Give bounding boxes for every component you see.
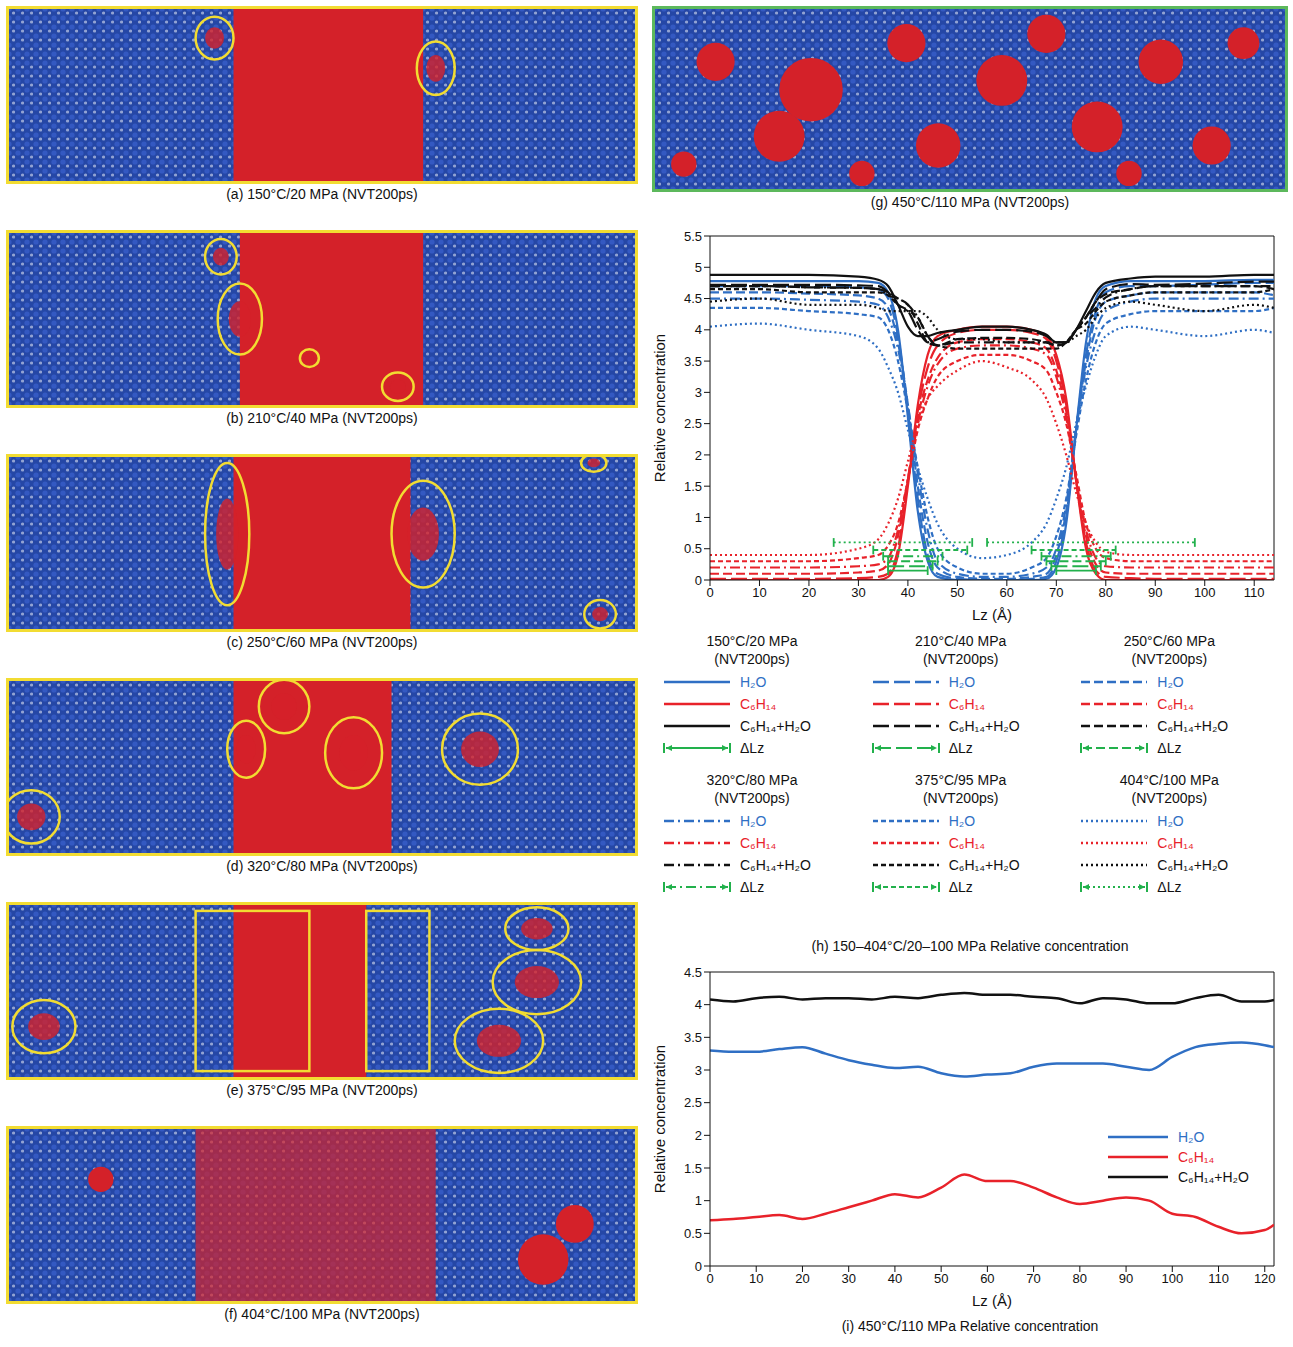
svg-text:60: 60 — [980, 1271, 994, 1286]
html-text:(NVT200ps): (NVT200ps) — [922, 790, 999, 806]
svg-text:3: 3 — [695, 385, 702, 400]
svg-text:1.5: 1.5 — [684, 479, 702, 494]
svg-text:5.5: 5.5 — [684, 229, 702, 244]
svg-text:4: 4 — [695, 322, 702, 337]
svg-text:1: 1 — [695, 510, 702, 525]
html-text:C₆H₁₄: C₆H₁₄ — [1157, 835, 1194, 851]
html-text:C₆H₁₄+H₂O: C₆H₁₄+H₂O — [948, 857, 1020, 873]
html-text:C₆H₁₄: C₆H₁₄ — [948, 835, 985, 851]
svg-text:0.5: 0.5 — [684, 541, 702, 556]
svg-text:2: 2 — [695, 1128, 702, 1143]
html-text:(f) 404°C/100 MPa (NVT200ps): (f) 404°C/100 MPa (NVT200ps) — [224, 1306, 420, 1322]
html-text:C₆H₁₄: C₆H₁₄ — [1157, 696, 1194, 712]
svg-text:30: 30 — [841, 1271, 855, 1286]
html-text:(e) 375°C/95 MPa (NVT200ps): (e) 375°C/95 MPa (NVT200ps) — [226, 1082, 418, 1098]
html-text:ΔLz: ΔLz — [948, 740, 973, 756]
html-text:C₆H₁₄+H₂O: C₆H₁₄+H₂O — [740, 857, 811, 873]
svg-text:Relative concentration: Relative concentration — [652, 334, 668, 482]
html-text:C₆H₁₄+H₂O: C₆H₁₄+H₂O — [1157, 857, 1229, 873]
html-text:H₂O: H₂O — [1157, 813, 1184, 829]
svg-text:110: 110 — [1208, 1271, 1229, 1286]
svg-text:100: 100 — [1161, 1271, 1183, 1286]
html-text:H₂O: H₂O — [948, 674, 976, 690]
html-text:(NVT200ps): (NVT200ps) — [1131, 651, 1208, 667]
html-text:H₂O: H₂O — [1157, 674, 1184, 690]
html-text:H₂O: H₂O — [740, 674, 767, 690]
svg-text:0: 0 — [695, 1259, 702, 1274]
svg-text:0: 0 — [706, 585, 713, 600]
svg-text:Lz (Å): Lz (Å) — [972, 606, 1012, 623]
svg-text:3.5: 3.5 — [684, 1030, 702, 1045]
svg-text:0: 0 — [706, 1271, 713, 1286]
svg-text:1: 1 — [695, 1193, 702, 1208]
svg-text:2.5: 2.5 — [684, 416, 702, 431]
html-text:(NVT200ps): (NVT200ps) — [922, 651, 999, 667]
svg-text:4.5: 4.5 — [684, 965, 702, 980]
html-text:(c) 250°C/60 MPa (NVT200ps): (c) 250°C/60 MPa (NVT200ps) — [226, 634, 418, 650]
svg-text:10: 10 — [752, 585, 766, 600]
html-text:(NVT200ps): (NVT200ps) — [714, 790, 790, 806]
html-text:ΔLz: ΔLz — [1157, 879, 1182, 895]
svg-text:20: 20 — [802, 585, 816, 600]
svg-text:2.5: 2.5 — [684, 1095, 702, 1110]
svg-text:0.5: 0.5 — [684, 1226, 702, 1241]
html-text:C₆H₁₄+H₂O: C₆H₁₄+H₂O — [948, 718, 1020, 734]
svg-text:80: 80 — [1099, 585, 1113, 600]
html-text:ΔLz: ΔLz — [740, 879, 765, 895]
html-text:C₆H₁₄+H₂O: C₆H₁₄+H₂O — [1178, 1168, 1249, 1185]
svg-text:4: 4 — [695, 997, 702, 1012]
svg-text:80: 80 — [1073, 1271, 1087, 1286]
svg-text:40: 40 — [901, 585, 915, 600]
svg-text:70: 70 — [1026, 1271, 1040, 1286]
svg-text:50: 50 — [934, 1271, 948, 1286]
html-text:375°C/95 MPa: 375°C/95 MPa — [915, 772, 1007, 788]
html-text:(NVT200ps): (NVT200ps) — [714, 651, 790, 667]
html-text:(d) 320°C/80 MPa (NVT200ps): (d) 320°C/80 MPa (NVT200ps) — [226, 858, 418, 874]
svg-text:Lz (Å): Lz (Å) — [972, 1292, 1012, 1309]
svg-text:100: 100 — [1194, 585, 1216, 600]
svg-text:90: 90 — [1148, 585, 1162, 600]
svg-text:4.5: 4.5 — [684, 291, 702, 306]
html-text:H₂O: H₂O — [740, 813, 767, 829]
html-text:H₂O: H₂O — [1178, 1128, 1205, 1145]
svg-text:50: 50 — [950, 585, 964, 600]
svg-text:1.5: 1.5 — [684, 1161, 702, 1176]
svg-text:20: 20 — [795, 1271, 809, 1286]
svg-text:110: 110 — [1244, 585, 1265, 600]
html-text:404°C/100 MPa: 404°C/100 MPa — [1119, 772, 1219, 788]
svg-text:2: 2 — [695, 448, 702, 463]
html-text:C₆H₁₄+H₂O: C₆H₁₄+H₂O — [1157, 718, 1229, 734]
svg-text:3: 3 — [695, 1063, 702, 1078]
html-text:(h) 150–404°C/20–100 MPa Relat: (h) 150–404°C/20–100 MPa Relative concen… — [811, 938, 1129, 954]
html-text:210°C/40 MPa: 210°C/40 MPa — [915, 633, 1007, 649]
svg-text:5: 5 — [695, 260, 702, 275]
html-text:C₆H₁₄: C₆H₁₄ — [948, 696, 985, 712]
svg-text:30: 30 — [851, 585, 865, 600]
svg-text:120: 120 — [1254, 1271, 1276, 1286]
html-text:(g) 450°C/110 MPa (NVT200ps): (g) 450°C/110 MPa (NVT200ps) — [870, 194, 1070, 210]
html-text:(i) 450°C/110 MPa Relative con: (i) 450°C/110 MPa Relative concentration — [841, 1318, 1099, 1334]
svg-text:0: 0 — [695, 573, 702, 588]
svg-text:90: 90 — [1119, 1271, 1133, 1286]
svg-text:10: 10 — [749, 1271, 763, 1286]
html-text:ΔLz: ΔLz — [1157, 740, 1182, 756]
html-text:C₆H₁₄: C₆H₁₄ — [1178, 1148, 1215, 1165]
html-text:C₆H₁₄+H₂O: C₆H₁₄+H₂O — [740, 718, 811, 734]
svg-text:Relative concentration: Relative concentration — [652, 1045, 668, 1193]
html-text:H₂O: H₂O — [948, 813, 976, 829]
svg-text:60: 60 — [1000, 585, 1014, 600]
html-text:250°C/60 MPa: 250°C/60 MPa — [1123, 633, 1215, 649]
html-text:(NVT200ps): (NVT200ps) — [1131, 790, 1208, 806]
html-text:320°C/80 MPa: 320°C/80 MPa — [706, 772, 798, 788]
html-text:(a) 150°C/20 MPa (NVT200ps): (a) 150°C/20 MPa (NVT200ps) — [226, 186, 418, 202]
html-text:ΔLz: ΔLz — [948, 879, 973, 895]
html-text:ΔLz: ΔLz — [740, 740, 765, 756]
svg-text:70: 70 — [1049, 585, 1063, 600]
html-text:150°C/20 MPa: 150°C/20 MPa — [706, 633, 798, 649]
html-text:(b) 210°C/40 MPa (NVT200ps): (b) 210°C/40 MPa (NVT200ps) — [226, 410, 418, 426]
svg-text:40: 40 — [888, 1271, 902, 1286]
html-text:C₆H₁₄: C₆H₁₄ — [740, 696, 777, 712]
html-text:C₆H₁₄: C₆H₁₄ — [740, 835, 777, 851]
svg-text:3.5: 3.5 — [684, 354, 702, 369]
